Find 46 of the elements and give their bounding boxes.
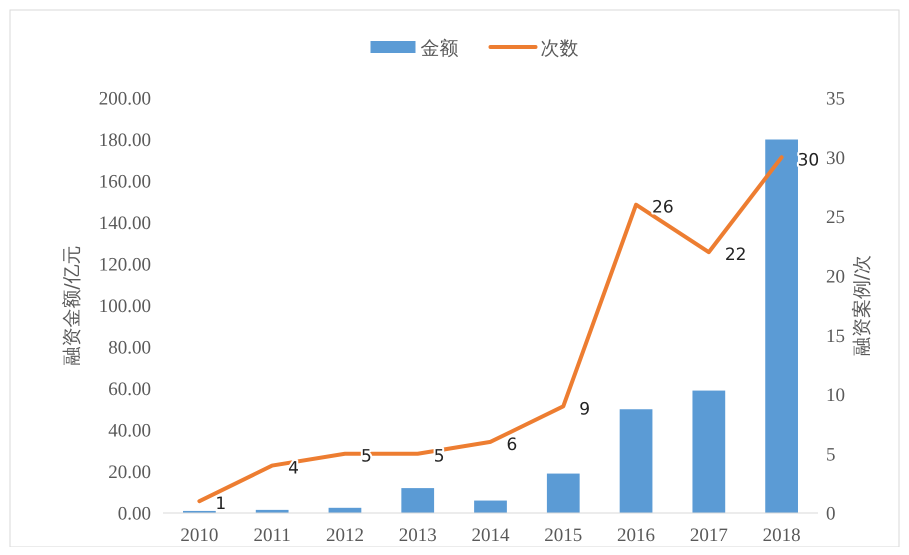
legend-label: 次数	[540, 38, 578, 60]
data-label: 1	[215, 494, 226, 514]
legend-label: 金额	[420, 38, 458, 60]
y2-tick-label: 25	[826, 207, 845, 228]
x-tick-label: 2011	[254, 525, 291, 546]
bar	[546, 474, 580, 513]
y-tick-label: 200.00	[98, 88, 151, 110]
y2-tick-label: 35	[826, 88, 845, 110]
y-tick-label: 40.00	[108, 420, 151, 442]
x-tick-label: 2017	[690, 525, 728, 546]
data-label: 5	[434, 446, 445, 467]
bar	[401, 488, 434, 513]
data-label: 4	[288, 458, 299, 479]
y-axis-title: 融资金额/亿元	[61, 245, 83, 366]
data-label: 9	[579, 399, 590, 420]
x-tick-label: 2010	[180, 525, 218, 546]
bar	[692, 390, 726, 513]
data-label: 22	[724, 245, 746, 266]
y-tick-label: 120.00	[98, 254, 151, 276]
y-tick-label: 160.00	[98, 172, 151, 193]
x-tick-label: 2016	[617, 525, 656, 546]
y-tick-label: 0.00	[118, 504, 151, 525]
bar	[474, 500, 507, 513]
y2-tick-label: 30	[826, 148, 845, 169]
y-tick-label: 180.00	[98, 130, 151, 152]
x-tick-label: 2018	[762, 525, 801, 546]
x-tick-label: 2012	[326, 525, 364, 546]
x-tick-label: 2014	[472, 525, 510, 546]
x-tick-label: 2013	[398, 525, 437, 546]
y2-tick-label: 5	[826, 444, 836, 466]
y-tick-label: 60.00	[108, 379, 151, 400]
y2-tick-label: 0	[826, 504, 836, 525]
data-label: 6	[506, 434, 518, 455]
y2-tick-label: 15	[826, 326, 845, 347]
bar	[765, 140, 798, 513]
y-tick-label: 140.00	[98, 213, 151, 234]
bar	[620, 409, 652, 513]
y-tick-label: 80.00	[108, 338, 151, 359]
y2-tick-label: 20	[826, 266, 845, 288]
y2-axis-title: 融资案例/次	[851, 254, 873, 356]
y-tick-label: 100.00	[98, 296, 151, 318]
y2-tick-label: 10	[826, 385, 845, 406]
y-tick-label: 20.00	[108, 462, 151, 484]
data-label: 30	[798, 150, 820, 170]
data-label: 26	[652, 198, 674, 218]
x-tick-label: 2015	[544, 525, 582, 546]
